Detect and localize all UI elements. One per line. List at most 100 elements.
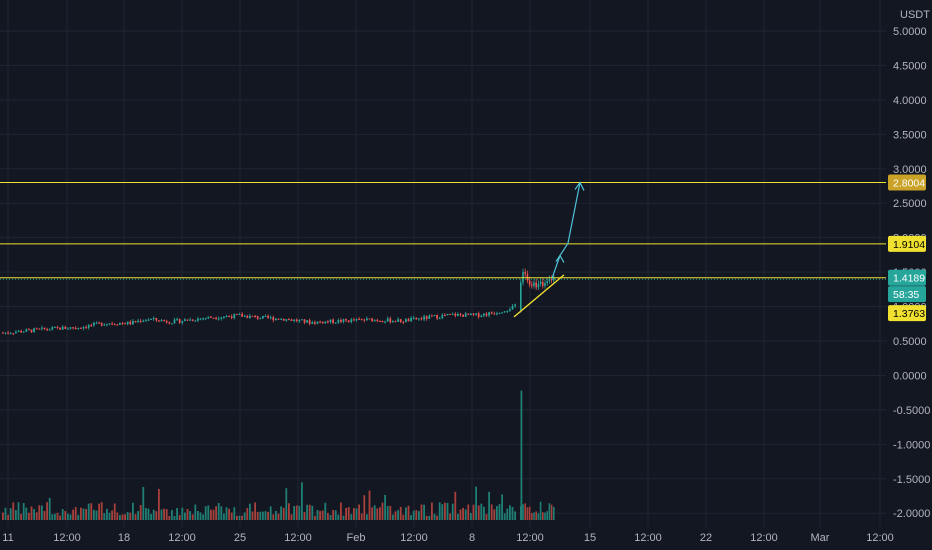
volume-bar (544, 512, 546, 520)
candle-body (194, 320, 197, 322)
volume-bar (526, 507, 529, 520)
candle-body (301, 319, 303, 321)
volume-bar (337, 514, 340, 520)
volume-bar (25, 507, 28, 520)
horizontal-levels[interactable] (0, 182, 886, 280)
volume-bar (490, 504, 493, 520)
support-trendline[interactable] (513, 274, 565, 318)
volume-bar (132, 502, 134, 520)
volume-bar (449, 513, 451, 520)
volume-bar (241, 515, 243, 520)
candle-body (472, 313, 475, 315)
candle-body (550, 279, 553, 281)
volume-bar (407, 505, 410, 520)
candle-body (189, 319, 191, 321)
candle-body (418, 318, 420, 320)
candle-body (528, 280, 531, 285)
candle-body (28, 329, 30, 331)
candle-body (184, 319, 186, 322)
volume-bar (33, 509, 35, 520)
volume-bar (43, 510, 46, 520)
candle-body (223, 316, 225, 318)
volume-bar (9, 508, 12, 520)
volume-bar (394, 511, 397, 520)
volume-bar (30, 506, 33, 520)
volume-bar (446, 502, 449, 520)
candle-body (15, 331, 17, 334)
volume-bar (392, 514, 394, 520)
volume-bar (493, 509, 496, 520)
volume-bar (113, 503, 116, 520)
volume-bar (373, 505, 376, 520)
volume-bar (306, 504, 308, 520)
volume-bar (353, 508, 355, 520)
volume-bar (61, 509, 64, 520)
candle-body (150, 319, 152, 321)
volume-bar (550, 504, 553, 520)
candle-body (35, 328, 38, 330)
candle-body (459, 313, 462, 315)
volume-bar (142, 486, 145, 520)
candle-body (238, 314, 241, 316)
candle-body (483, 313, 485, 316)
volume-bar (225, 507, 228, 520)
candle-body (280, 318, 282, 320)
candle-body (498, 313, 501, 315)
candle-body (449, 313, 451, 315)
candle-body (262, 315, 264, 319)
candle-body (533, 282, 535, 286)
volume-bar (303, 512, 306, 520)
drawings[interactable] (513, 181, 585, 318)
candle-body (329, 319, 332, 323)
price-tick-label: 4.0000 (893, 95, 927, 107)
candle-body (311, 322, 314, 324)
volume-bar (202, 514, 204, 520)
volume-bar (386, 506, 389, 520)
volume-bar (87, 503, 90, 520)
price-tag-label: 58:35 (893, 289, 919, 301)
candle-body (410, 317, 412, 322)
candle-body (74, 327, 77, 329)
candle-body (425, 316, 428, 319)
candle-body (415, 317, 418, 320)
candle-body (163, 320, 165, 322)
candle-body (199, 318, 202, 320)
volume-bar (444, 502, 446, 520)
candle-body (72, 327, 74, 329)
candle-body (376, 319, 379, 321)
time-axis[interactable]: 11 12:00 18 12:00 25 12:00 Feb 12:00 8 12:00 15 12:… (2, 532, 893, 544)
candle-body (324, 321, 327, 324)
volume-bar (67, 513, 69, 520)
candle-body (423, 316, 425, 320)
volume-bar (329, 515, 332, 520)
volume-bar (483, 506, 485, 520)
candle-body (496, 313, 498, 315)
volume-bar (22, 503, 25, 520)
time-tick-label: 25 (234, 532, 246, 544)
candle-body (285, 319, 288, 321)
volume-bar (324, 502, 327, 520)
candle-body (17, 330, 20, 332)
volume-bar (506, 508, 509, 520)
volume-bar (368, 490, 371, 520)
volume-bar (191, 514, 194, 520)
volume-bar (350, 514, 353, 520)
volume-bar (298, 505, 301, 520)
volume-bar (425, 515, 428, 520)
candle-body (381, 321, 384, 323)
candle-body (342, 319, 345, 322)
candle-body (181, 321, 184, 323)
candle-body (288, 319, 290, 321)
candle-body (314, 322, 316, 324)
volume-bar (15, 510, 17, 520)
volume-bar (119, 515, 121, 520)
candle-body (54, 326, 56, 328)
candle-body (233, 313, 236, 319)
time-tick-label: 12:00 (168, 532, 196, 544)
candle-body (22, 331, 25, 333)
projection-arrow[interactable] (551, 182, 581, 279)
candle-body (475, 313, 477, 315)
volume-bar (537, 513, 540, 520)
